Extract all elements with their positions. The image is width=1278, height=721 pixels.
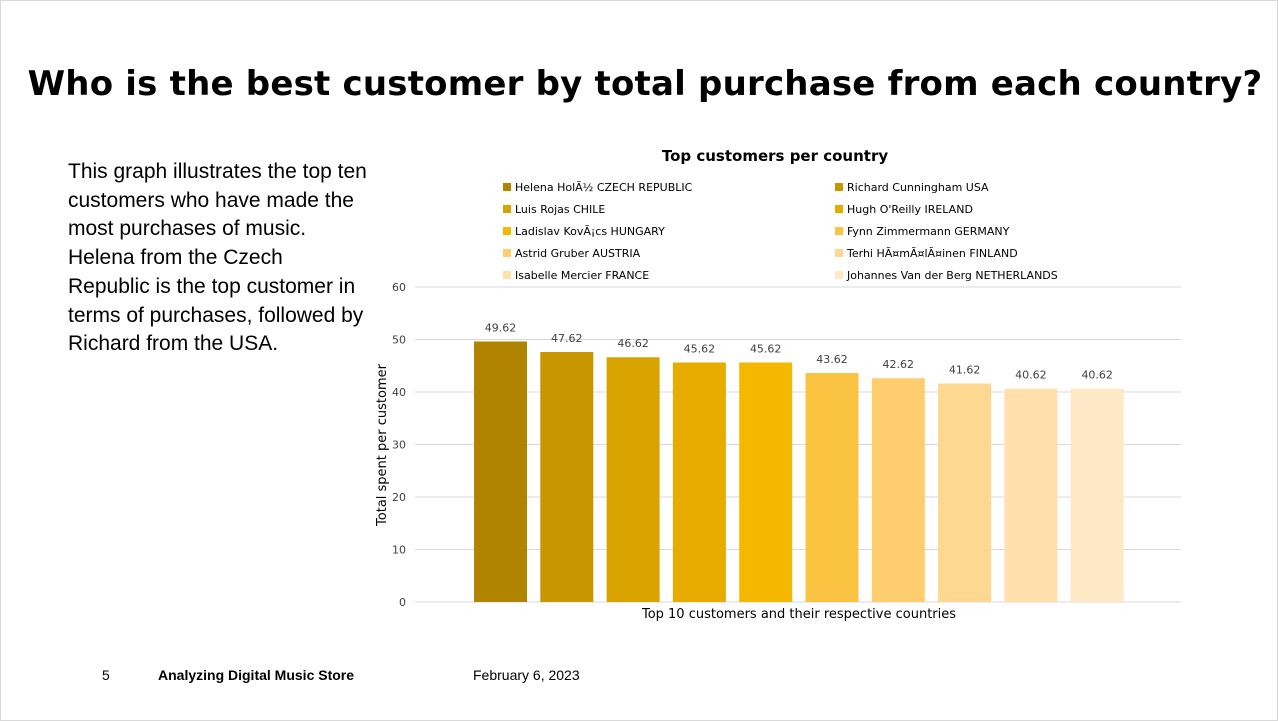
bar xyxy=(1004,388,1058,602)
data-label: 47.62 xyxy=(551,332,583,345)
legend-item: Richard Cunningham USA xyxy=(835,179,1175,195)
legend-swatch xyxy=(835,227,843,235)
x-axis-label: Top 10 customers and their respective co… xyxy=(641,607,956,622)
legend-swatch xyxy=(835,249,843,257)
chart-title: Top customers per country xyxy=(661,147,889,165)
footer-presentation-name: Analyzing Digital Music Store xyxy=(158,667,355,683)
footer-page-number: 5 xyxy=(102,667,110,683)
legend-swatch xyxy=(835,205,843,213)
data-label: 45.62 xyxy=(684,342,716,355)
legend-item: Terhi HÃ¤mÃ¤lÃ¤inen FINLAND xyxy=(835,245,1175,261)
y-tick-label: 60 xyxy=(392,281,406,294)
bar xyxy=(672,362,726,602)
y-tick-label: 20 xyxy=(392,491,406,504)
legend-item: Fynn Zimmermann GERMANY xyxy=(835,223,1175,239)
legend-item: Luis Rojas CHILE xyxy=(503,201,835,217)
legend-item: Isabelle Mercier FRANCE xyxy=(503,267,835,283)
data-label: 45.62 xyxy=(750,342,782,355)
legend-swatch xyxy=(503,271,511,279)
y-tick-label: 30 xyxy=(392,439,406,452)
legend-label: Helena HolÃ½ CZECH REPUBLIC xyxy=(515,180,693,194)
y-tick-label: 40 xyxy=(392,386,406,399)
legend-swatch xyxy=(835,183,843,191)
bar xyxy=(474,341,527,602)
bar xyxy=(805,372,859,602)
y-axis-label: Total spent per customer xyxy=(375,363,390,527)
chart-legend: Helena HolÃ½ CZECH REPUBLIC Richard Cunni… xyxy=(503,179,1183,283)
legend-label: Terhi HÃ¤mÃ¤lÃ¤inen FINLAND xyxy=(847,246,1018,260)
bar xyxy=(606,357,660,602)
bar xyxy=(1070,388,1124,602)
legend-item: Hugh O'Reilly IRELAND xyxy=(835,201,1175,217)
legend-label: Luis Rojas CHILE xyxy=(515,202,606,216)
slide-title: Who is the best customer by total purcha… xyxy=(27,64,1263,104)
legend-label: Ladislav KovÃ¡cs HUNGARY xyxy=(515,224,665,238)
legend-item: Helena HolÃ½ CZECH REPUBLIC xyxy=(503,179,835,195)
legend-label: Isabelle Mercier FRANCE xyxy=(515,268,650,282)
legend-item: Astrid Gruber AUSTRIA xyxy=(503,245,835,261)
bar xyxy=(871,378,925,602)
data-label: 41.62 xyxy=(949,363,981,376)
data-label: 43.62 xyxy=(816,353,848,366)
bar xyxy=(739,362,793,602)
data-label: 46.62 xyxy=(617,337,649,350)
bar xyxy=(938,383,992,602)
y-tick-label: 0 xyxy=(399,596,406,609)
footer-date: February 6, 2023 xyxy=(473,667,580,683)
legend-swatch xyxy=(503,249,511,257)
legend-swatch xyxy=(835,271,843,279)
data-label: 40.62 xyxy=(1015,369,1047,382)
data-label: 40.62 xyxy=(1081,369,1113,382)
legend-label: Astrid Gruber AUSTRIA xyxy=(515,246,641,260)
legend-label: Fynn Zimmermann GERMANY xyxy=(847,224,1010,238)
legend-swatch xyxy=(503,227,511,235)
legend-item: Ladislav KovÃ¡cs HUNGARY xyxy=(503,223,835,239)
legend-item: Johannes Van der Berg NETHERLANDS xyxy=(835,267,1175,283)
bar xyxy=(540,351,594,602)
legend-swatch xyxy=(503,183,511,191)
legend-label: Hugh O'Reilly IRELAND xyxy=(847,202,973,216)
data-label: 42.62 xyxy=(883,358,915,371)
y-tick-label: 50 xyxy=(392,334,406,347)
data-label: 49.62 xyxy=(485,321,517,334)
slide-description: This graph illustrates the top ten custo… xyxy=(68,160,367,356)
y-tick-label: 10 xyxy=(392,544,406,557)
legend-swatch xyxy=(503,205,511,213)
legend-label: Johannes Van der Berg NETHERLANDS xyxy=(847,268,1058,282)
legend-label: Richard Cunningham USA xyxy=(847,180,989,194)
